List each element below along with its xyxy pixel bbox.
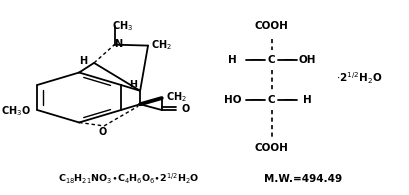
- Text: CH$_2$: CH$_2$: [166, 91, 187, 104]
- Text: O: O: [98, 128, 106, 137]
- Text: H: H: [228, 55, 237, 65]
- Text: M.W.=494.49: M.W.=494.49: [264, 174, 342, 184]
- Text: $\cdot$2$^{1/2}$H$_2$O: $\cdot$2$^{1/2}$H$_2$O: [336, 70, 382, 86]
- Text: COOH: COOH: [255, 21, 289, 31]
- Text: CH$_3$O: CH$_3$O: [1, 105, 31, 118]
- Text: —: —: [249, 93, 261, 106]
- Text: N: N: [114, 39, 122, 49]
- Text: HO: HO: [224, 95, 241, 105]
- Text: —: —: [283, 53, 294, 66]
- Text: —: —: [283, 93, 294, 106]
- Text: C: C: [268, 55, 276, 65]
- Text: H: H: [303, 95, 311, 105]
- Text: H: H: [79, 56, 87, 66]
- Text: CH$_2$: CH$_2$: [151, 38, 171, 52]
- Text: COOH: COOH: [255, 144, 289, 153]
- Text: O: O: [181, 104, 189, 114]
- Text: OH: OH: [298, 55, 316, 65]
- Text: CH$_3$: CH$_3$: [112, 19, 133, 33]
- Text: —: —: [249, 53, 261, 66]
- Text: C$_{18}$H$_{21}$NO$_3$$\bullet$C$_4$H$_6$O$_6$$\bullet$2$^{1/2}$H$_2$O: C$_{18}$H$_{21}$NO$_3$$\bullet$C$_4$H$_6…: [58, 172, 199, 186]
- Text: C: C: [268, 95, 276, 105]
- Text: H: H: [129, 80, 137, 89]
